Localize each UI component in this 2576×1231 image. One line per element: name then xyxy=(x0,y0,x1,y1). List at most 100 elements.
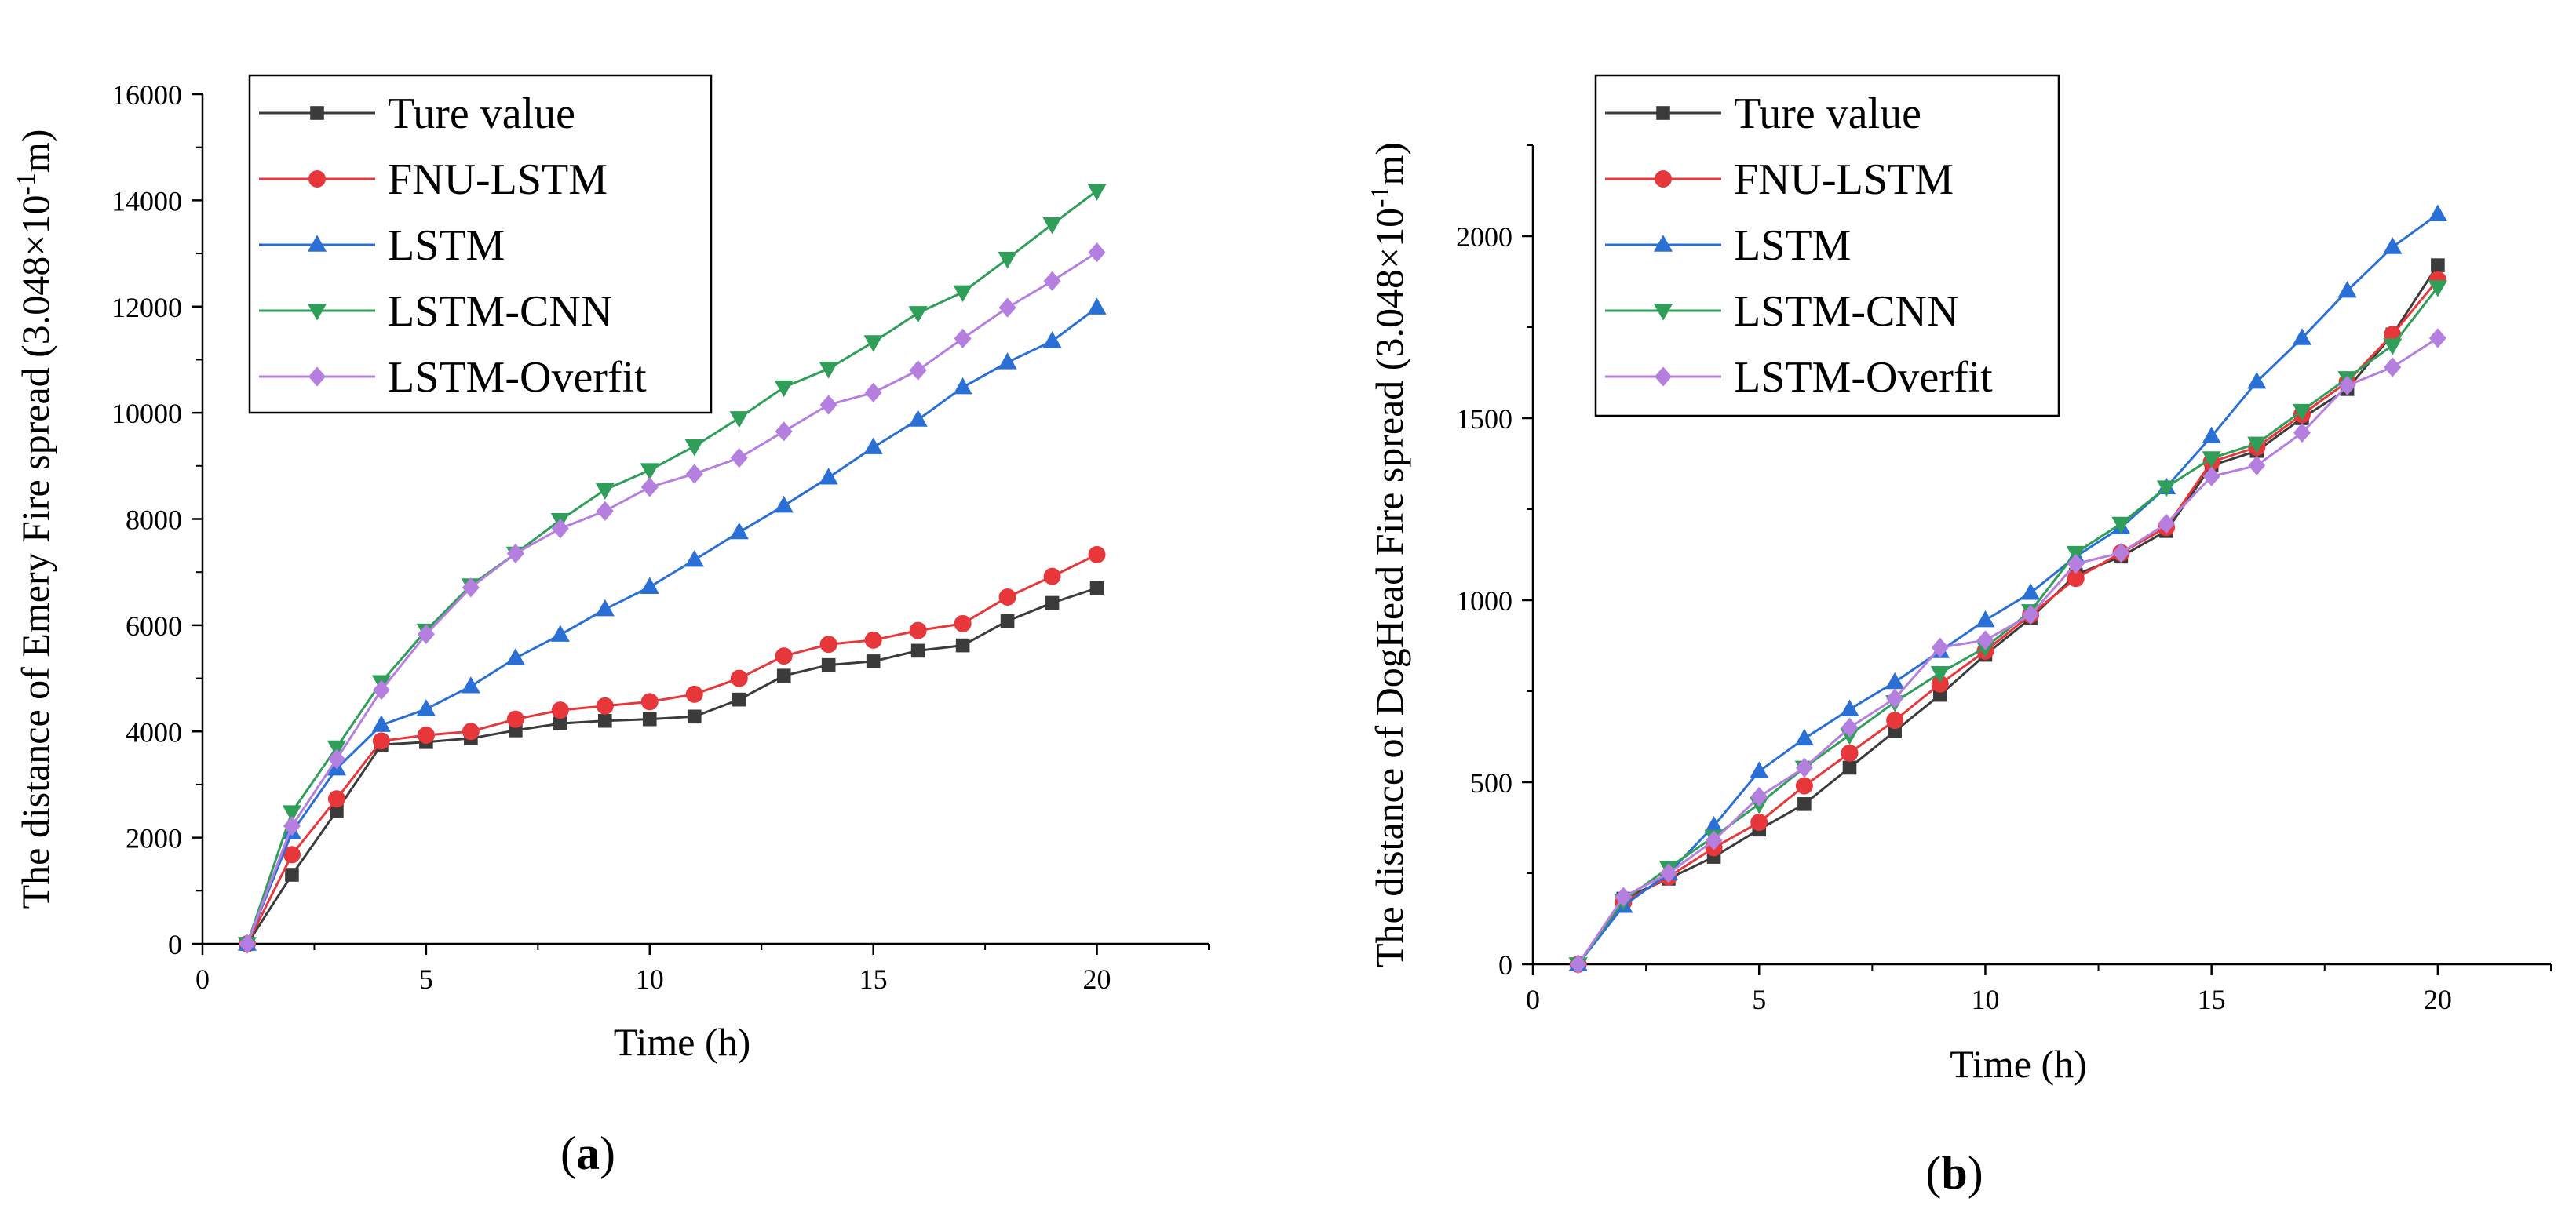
data-point-a-0-14 xyxy=(866,654,881,668)
data-point-a-4-15 xyxy=(909,360,927,381)
data-point-a-2-11 xyxy=(729,522,749,540)
data-point-a-4-12 xyxy=(775,421,793,442)
data-point-b-1-6 xyxy=(1841,744,1859,762)
data-point-a-2-17 xyxy=(998,352,1017,370)
data-point-b-3-15 xyxy=(2247,436,2267,454)
x-tick-label-a-0: 0 xyxy=(195,963,210,995)
series-a-1 xyxy=(238,545,1106,952)
data-point-a-2-9 xyxy=(640,577,659,594)
data-point-a-4-4 xyxy=(417,624,435,645)
legend-label-b-1: FNU-LSTM xyxy=(1734,155,1954,204)
legend-marker-a-3 xyxy=(307,304,327,321)
data-point-b-0-19 xyxy=(2431,258,2445,272)
data-point-b-4-13 xyxy=(2158,513,2176,534)
data-point-a-2-14 xyxy=(863,437,883,454)
y-tick-label-b-0: 0 xyxy=(1498,949,1512,981)
legend-a: Ture value FNU-LSTM LSTM LSTM-CNN LSTM-Overf… xyxy=(248,74,713,414)
data-point-a-4-10 xyxy=(685,464,703,484)
x-tick-label-b-0: 0 xyxy=(1526,984,1540,1015)
data-point-a-2-19 xyxy=(1087,297,1107,315)
series-line-a-3 xyxy=(246,189,1098,945)
data-point-b-1-4 xyxy=(1750,814,1768,832)
data-point-a-2-12 xyxy=(774,495,794,513)
data-point-a-1-7 xyxy=(551,701,569,719)
data-point-b-2-5 xyxy=(1794,728,1814,746)
y-tick-label-a-0: 0 xyxy=(168,929,182,960)
data-point-b-2-3 xyxy=(1704,816,1724,833)
data-point-a-4-8 xyxy=(596,501,614,521)
panel-label-b: (b) xyxy=(1925,1147,1983,1199)
data-point-b-4-1 xyxy=(1615,887,1633,907)
legend-marker-b-2 xyxy=(1653,235,1673,252)
y-tick-label-a-6: 12000 xyxy=(111,292,182,323)
data-point-a-1-18 xyxy=(1043,567,1061,585)
data-point-a-2-8 xyxy=(595,599,615,617)
data-point-a-4-1 xyxy=(283,816,301,836)
data-point-a-4-18 xyxy=(1043,271,1061,291)
y-axis-label-b: The distance of DogHead Fire spread (3.0… xyxy=(1366,142,1411,967)
data-point-a-3-1 xyxy=(282,805,302,822)
data-point-a-1-12 xyxy=(775,647,793,665)
data-point-b-3-19 xyxy=(2428,280,2447,297)
data-point-a-1-17 xyxy=(998,588,1016,606)
legend-label-a-4: LSTM-Overfit xyxy=(388,353,647,402)
data-point-a-4-14 xyxy=(864,382,882,403)
x-tick-label-a-1: 5 xyxy=(419,963,433,995)
data-point-a-0-9 xyxy=(642,712,657,727)
series-line-b-0 xyxy=(1577,264,2439,965)
x-tick-label-b-2: 10 xyxy=(1971,984,1999,1015)
y-tick-label-b-2: 1000 xyxy=(1456,585,1512,617)
data-point-a-1-16 xyxy=(954,614,972,632)
data-point-b-4-6 xyxy=(1841,717,1859,738)
y-tick-label-b-1: 500 xyxy=(1470,767,1512,799)
data-point-a-1-1 xyxy=(283,846,301,864)
data-point-b-2-16 xyxy=(2292,328,2312,345)
data-point-b-4-17 xyxy=(2338,375,2356,395)
data-point-a-3-8 xyxy=(595,483,615,500)
data-point-a-4-7 xyxy=(551,519,569,539)
x-tick-label-b-4: 20 xyxy=(2424,984,2452,1015)
data-point-b-2-6 xyxy=(1840,699,1859,716)
series-line-b-1 xyxy=(1577,279,2439,965)
data-point-a-3-9 xyxy=(640,463,659,480)
data-point-a-1-10 xyxy=(685,685,703,703)
data-point-a-2-18 xyxy=(1042,331,1062,348)
data-point-a-0-19 xyxy=(1089,581,1104,595)
data-point-b-4-19 xyxy=(2428,328,2446,348)
data-point-b-3-13 xyxy=(2156,480,2176,497)
series-line-a-4 xyxy=(246,251,1098,945)
data-point-b-4-3 xyxy=(1705,830,1723,850)
data-point-a-0-10 xyxy=(687,709,702,724)
legend-label-b-3: LSTM-CNN xyxy=(1734,287,1958,336)
data-point-a-0-1 xyxy=(285,868,299,882)
data-point-a-4-0 xyxy=(238,934,256,954)
data-point-b-3-12 xyxy=(2111,516,2131,534)
data-point-a-4-3 xyxy=(372,679,390,701)
y-tick-label-a-2: 4000 xyxy=(126,716,182,748)
data-point-a-4-11 xyxy=(730,448,748,468)
data-point-a-4-13 xyxy=(819,395,837,415)
series-a-0 xyxy=(240,581,1104,951)
legend-label-b-0: Ture value xyxy=(1734,89,1921,138)
data-point-a-3-12 xyxy=(774,380,794,398)
series-line-a-1 xyxy=(246,553,1098,945)
data-point-a-4-9 xyxy=(640,477,659,497)
legend-label-a-1: FNU-LSTM xyxy=(388,155,608,204)
data-point-b-4-0 xyxy=(1569,954,1587,974)
data-point-a-0-8 xyxy=(598,713,612,728)
data-point-b-4-18 xyxy=(2384,357,2402,377)
data-point-a-2-6 xyxy=(505,648,525,665)
data-point-a-3-10 xyxy=(684,439,704,457)
data-point-b-2-14 xyxy=(2202,426,2221,443)
x-tick-label-b-3: 15 xyxy=(2198,984,2226,1015)
data-point-a-2-16 xyxy=(953,377,972,395)
y-tick-label-b-3: 1500 xyxy=(1456,403,1512,435)
data-point-b-3-18 xyxy=(2383,338,2403,355)
data-point-a-1-2 xyxy=(327,790,345,808)
data-point-a-0-15 xyxy=(910,643,925,658)
x-tick-label-a-3: 15 xyxy=(859,963,888,995)
legend-label-a-3: LSTM-CNN xyxy=(388,287,612,336)
data-point-a-2-7 xyxy=(550,625,570,642)
data-point-b-4-7 xyxy=(1886,688,1904,708)
